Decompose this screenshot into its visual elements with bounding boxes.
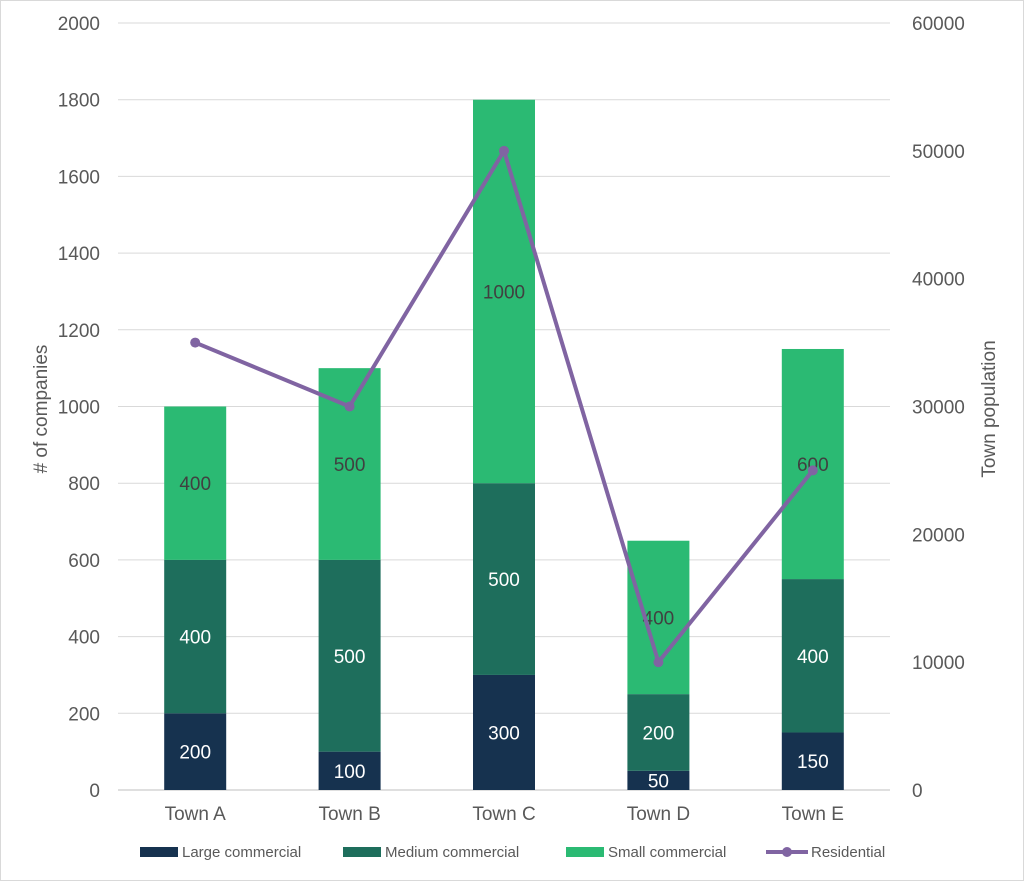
y2-axis-title: Town population bbox=[979, 340, 1000, 477]
legend-swatch bbox=[343, 847, 381, 857]
y2-tick-label: 60000 bbox=[912, 14, 965, 35]
y-tick-label: 1400 bbox=[58, 244, 100, 265]
bar-segment bbox=[627, 694, 690, 771]
bar-segment bbox=[318, 559, 381, 752]
data-label: 50 bbox=[648, 771, 669, 792]
bar-segment bbox=[164, 406, 227, 560]
y2-tick-label: 20000 bbox=[912, 525, 965, 546]
y-tick-label: 0 bbox=[89, 781, 100, 802]
data-label: 300 bbox=[488, 723, 520, 744]
y-tick-label: 200 bbox=[68, 704, 100, 725]
y-tick-label: 1000 bbox=[58, 398, 100, 419]
y2-axis-ticks: 0 10000 20000 30000 40000 50000 60000 bbox=[912, 14, 965, 802]
bar-segment bbox=[473, 99, 535, 484]
bar-segment bbox=[627, 540, 690, 695]
y-tick-label: 400 bbox=[68, 628, 100, 649]
bar-segment bbox=[627, 770, 690, 790]
data-label: 100 bbox=[334, 762, 366, 783]
y-tick-label: 2000 bbox=[58, 14, 100, 35]
data-label: 400 bbox=[797, 647, 829, 668]
bar-segment bbox=[318, 751, 381, 790]
data-label: 500 bbox=[334, 455, 366, 476]
y2-tick-label: 30000 bbox=[912, 398, 965, 419]
bars bbox=[164, 99, 844, 790]
y-tick-label: 1800 bbox=[58, 91, 100, 112]
line-point bbox=[807, 465, 818, 476]
x-tick-label: Town A bbox=[165, 804, 227, 825]
legend-line-marker bbox=[782, 847, 792, 857]
x-axis-ticks: Town A Town B Town C Town D Town E bbox=[165, 804, 844, 825]
legend-swatch bbox=[566, 847, 604, 857]
y2-tick-label: 50000 bbox=[912, 142, 965, 163]
y-axis-ticks: 0 200 400 600 800 1000 1200 1400 1600 1800 2000 bbox=[58, 14, 100, 802]
bar-labels: 200 400 400 100 500 500 300 500 1000 50 200 400 150 4… bbox=[179, 282, 828, 792]
data-label: 500 bbox=[334, 647, 366, 668]
x-tick-label: Town B bbox=[318, 804, 380, 825]
y-tick-label: 600 bbox=[68, 551, 100, 572]
x-tick-label: Town E bbox=[782, 804, 844, 825]
data-label: 200 bbox=[643, 723, 675, 744]
y-tick-label: 1600 bbox=[58, 167, 100, 188]
data-label: 200 bbox=[179, 743, 211, 764]
data-label: 400 bbox=[643, 608, 675, 629]
line-point bbox=[190, 337, 201, 348]
data-label: 400 bbox=[179, 628, 211, 649]
data-label: 150 bbox=[797, 752, 829, 773]
legend-label: Residential bbox=[811, 844, 885, 861]
bar-segment bbox=[781, 348, 844, 580]
legend: Large commercial Medium commercial Small c… bbox=[140, 844, 885, 861]
y-tick-label: 1200 bbox=[58, 321, 100, 342]
y-axis-title: # of companies bbox=[31, 345, 52, 474]
bar-segment bbox=[781, 579, 844, 733]
line-point bbox=[653, 657, 664, 668]
y2-tick-label: 40000 bbox=[912, 270, 965, 291]
line-series bbox=[190, 145, 818, 668]
line-point bbox=[344, 401, 355, 412]
data-label: 1000 bbox=[483, 282, 525, 303]
line-point bbox=[499, 145, 509, 156]
legend-label: Large commercial bbox=[182, 844, 301, 861]
legend-swatch bbox=[140, 847, 178, 857]
data-label: 400 bbox=[179, 474, 211, 495]
y-tick-label: 800 bbox=[68, 474, 100, 495]
bar-segment bbox=[781, 732, 844, 790]
data-label: 500 bbox=[488, 570, 520, 591]
y2-tick-label: 10000 bbox=[912, 653, 965, 674]
bar-segment bbox=[473, 674, 535, 790]
bar-segment bbox=[473, 483, 535, 675]
x-tick-label: Town C bbox=[472, 804, 535, 825]
bar-segment bbox=[164, 713, 227, 790]
legend-label: Medium commercial bbox=[385, 844, 519, 861]
bar-segment bbox=[164, 559, 227, 714]
x-tick-label: Town D bbox=[627, 804, 690, 825]
y2-tick-label: 0 bbox=[912, 781, 923, 802]
legend-label: Small commercial bbox=[608, 844, 726, 861]
